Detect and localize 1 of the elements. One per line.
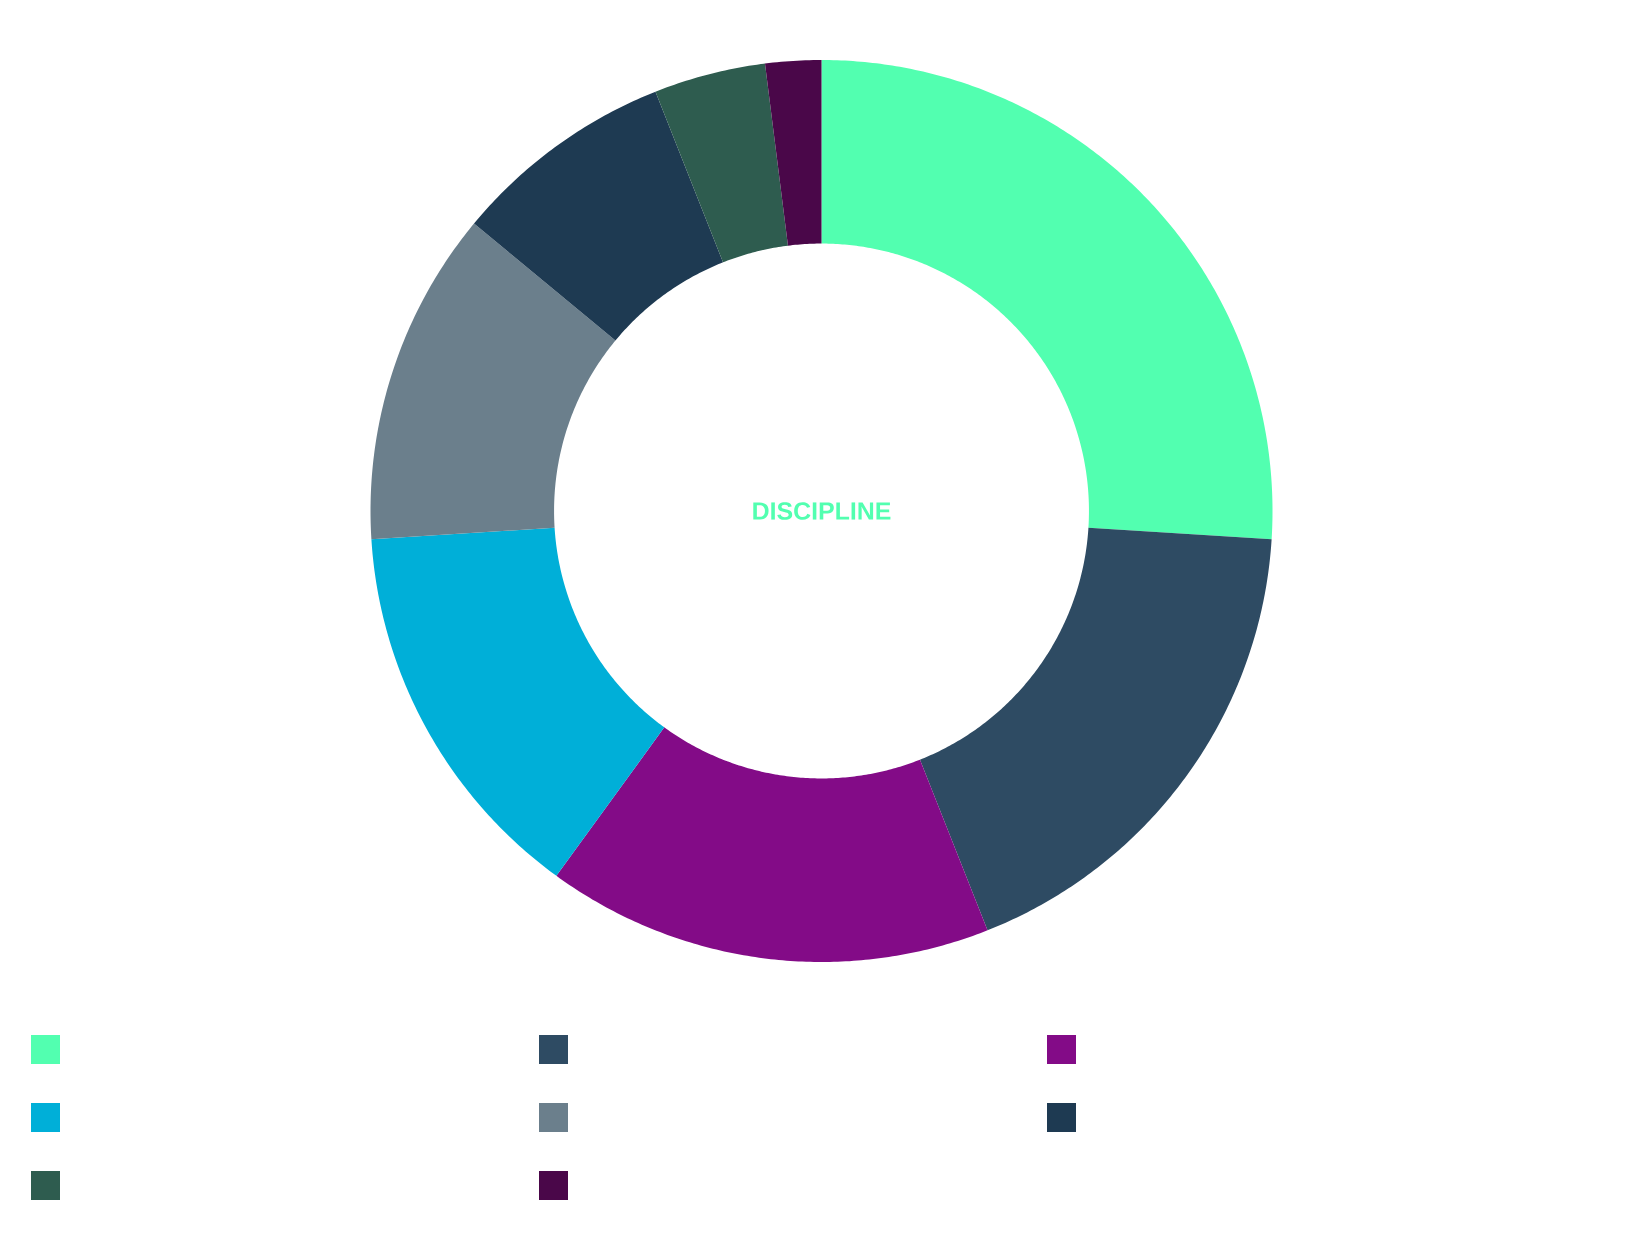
text: DISCIPLINE [753, 502, 891, 520]
